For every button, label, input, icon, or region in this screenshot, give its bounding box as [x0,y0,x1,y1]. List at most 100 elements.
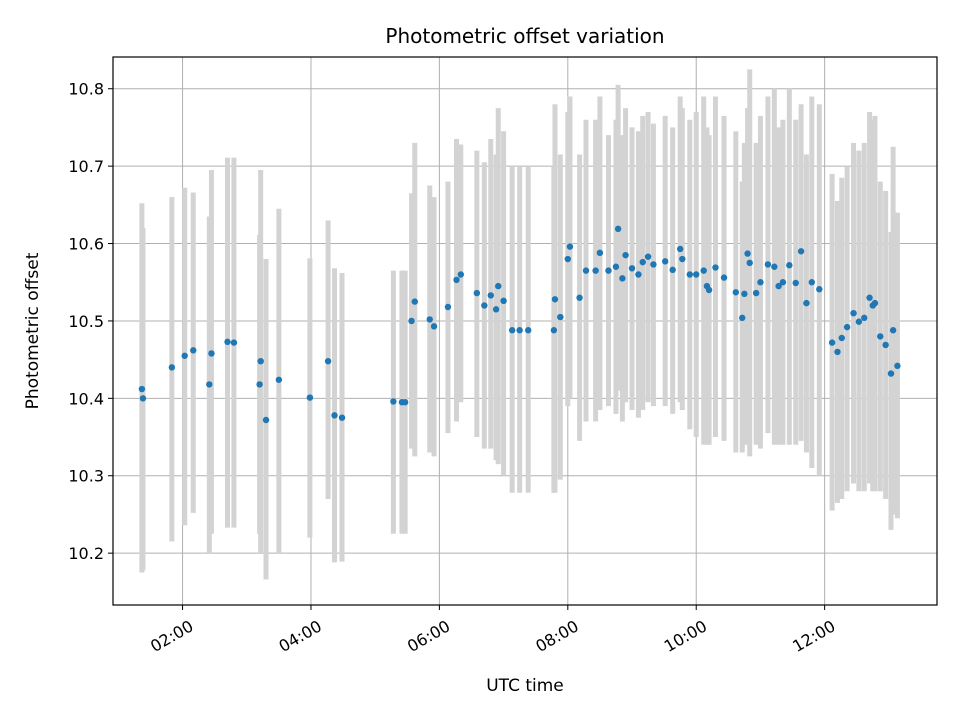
y-tick-label: 10.7 [68,157,104,176]
data-point [592,267,599,274]
data-point [622,251,629,259]
data-point [495,282,502,290]
data-point [644,253,652,260]
y-tick-label: 10.5 [68,312,104,331]
data-point [481,302,488,309]
data-point [508,327,516,334]
data-point [746,259,753,267]
y-axis-label: Photometric offset [23,252,43,409]
data-point [324,357,332,365]
data-point [619,275,626,282]
data-point [550,327,558,334]
data-point [887,370,895,377]
data-point [679,255,686,263]
data-point [430,323,438,330]
data-point [850,309,857,317]
plot-frame [112,56,938,606]
data-point [700,267,707,274]
data-point [661,258,669,265]
data-point [262,416,270,424]
data-point [257,357,264,365]
data-point [803,299,810,307]
data-point [635,271,642,278]
data-point [457,271,464,278]
data-point [582,267,590,274]
x-axis-label: UTC time [486,676,564,696]
data-point [693,271,700,278]
data-point [275,376,283,383]
data-point [566,243,574,250]
data-point [390,398,397,405]
data-point [331,412,338,419]
data-point [426,316,433,323]
data-point [816,286,823,293]
data-point [139,395,147,402]
data-point [676,245,684,253]
data-point [712,264,719,271]
data-point [877,333,884,340]
data-point [256,381,263,388]
data-point [614,225,622,233]
data-point [866,294,873,301]
data-point [775,282,782,290]
y-tick-label: 10.8 [68,80,104,99]
data-point [843,323,851,331]
data-point [705,286,713,294]
data-point [208,350,215,357]
data-point [206,381,213,388]
data-point [855,318,863,325]
data-point [861,314,868,322]
y-axis-ticks: 10.2 10.3 10.4 10.5 10.6 10.7 10.8 [68,80,113,563]
data-point [739,314,746,322]
data-point [401,399,409,406]
data-point [492,306,500,313]
data-point [138,385,146,393]
data-point [838,334,845,342]
y-tick-label: 10.4 [68,389,104,408]
data-point [230,339,238,346]
data-point [500,297,507,305]
y-tick-label: 10.6 [68,235,104,254]
data-point [828,339,836,346]
data-point [650,261,657,268]
data-point [473,289,481,297]
data-point [720,274,728,281]
data-point [894,362,901,370]
data-point [834,348,841,356]
data-point [338,414,346,421]
data-point [612,263,620,270]
data-point [516,327,523,334]
data-point [771,263,778,270]
data-point [306,394,314,401]
data-point [797,248,805,255]
data-point [605,267,612,274]
data-point [732,289,740,296]
data-point [168,364,176,371]
data-point [181,352,188,359]
data-point [792,279,799,287]
y-tick-label: 10.3 [68,467,104,486]
y-tick-label: 10.2 [68,544,104,563]
data-point [882,341,889,349]
data-point [564,255,572,263]
data-point [525,327,532,334]
data-point [557,313,564,321]
data-point [757,279,764,286]
data-point [411,298,418,305]
data-points [138,225,901,424]
data-point [889,327,897,334]
data-point [444,303,452,311]
data-point [871,299,879,307]
data-point [487,292,494,299]
data-point [764,261,772,268]
data-point [576,294,583,301]
data-point [639,258,646,266]
data-point [628,265,636,272]
chart-title: Photometric offset variation [385,24,664,48]
data-point [408,317,415,325]
data-point [224,338,231,346]
data-point [808,279,815,286]
data-point [669,266,676,274]
data-point [744,250,751,257]
